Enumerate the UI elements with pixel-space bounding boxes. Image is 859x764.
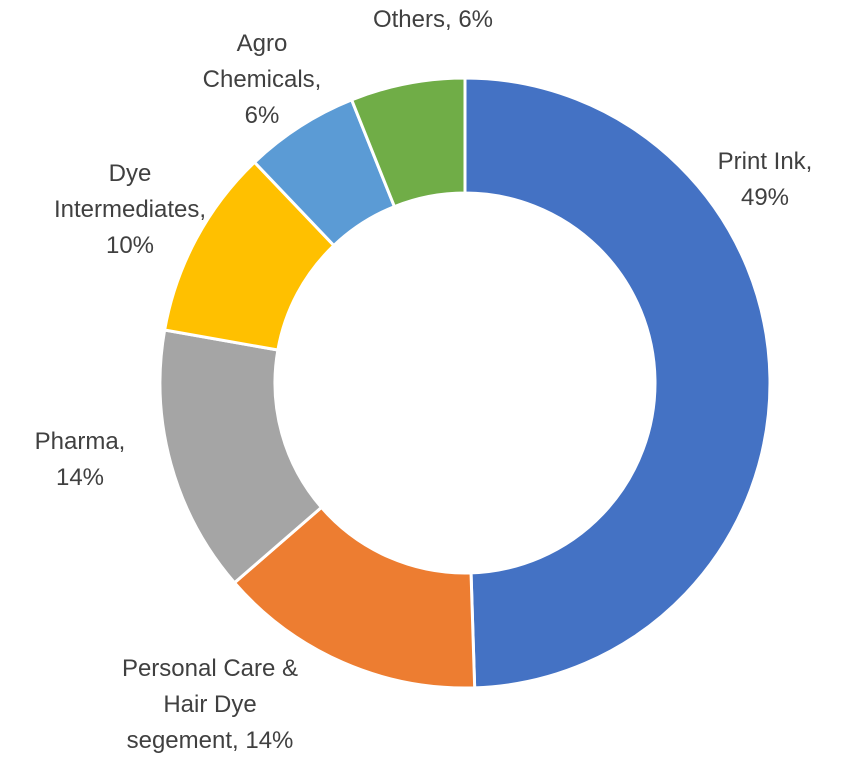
data-label: Dye Intermediates, 10% [53, 160, 207, 259]
data-label: Agro Chemicals, 6% [202, 30, 322, 129]
data-label: Pharma, 14% [34, 428, 126, 491]
data-label: Personal Care & Hair Dye segement, 14% [121, 655, 299, 754]
data-label: Others, 6% [372, 6, 494, 33]
data-label: Print Ink, 49% [717, 148, 813, 211]
donut-segment [349, 76, 467, 209]
donut-segment [463, 76, 772, 690]
